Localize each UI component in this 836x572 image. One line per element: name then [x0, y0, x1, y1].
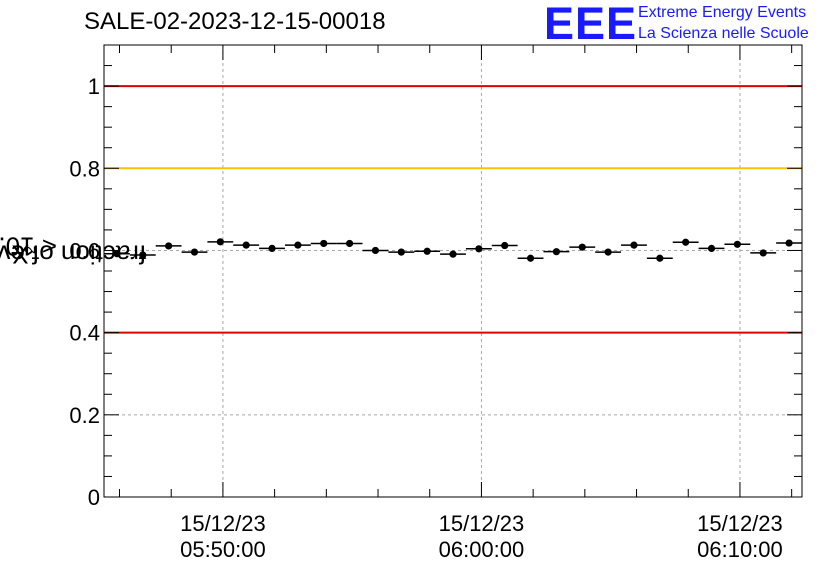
data-point: [621, 241, 647, 249]
data-point: [569, 243, 596, 251]
data-point: [233, 241, 260, 249]
x-tick-date-label: 15/12/23: [439, 511, 525, 536]
point-marker: [165, 242, 173, 250]
point-marker: [371, 246, 380, 255]
y-tick-label: 0.4: [69, 321, 100, 346]
x-tick-time-label: 06:00:00: [439, 537, 525, 562]
data-point: [646, 254, 673, 262]
point-marker: [630, 241, 638, 249]
data-point: [465, 245, 492, 253]
chart-title: SALE-02-2023-12-15-00018: [84, 8, 386, 35]
x-tick-labels: 15/12/2305:50:0015/12/2306:00:0015/12/23…: [180, 511, 783, 562]
point-marker: [552, 248, 561, 256]
y-tick-label: 0.6: [69, 238, 100, 263]
point-marker: [733, 240, 741, 248]
point-marker: [423, 247, 431, 255]
logo-line-1: Extreme Energy Events: [638, 4, 807, 21]
y-tick-labels: 0 0.2 0.4 0.6 0.8 1: [69, 74, 100, 510]
data-point: [284, 241, 311, 249]
x-tick-date-label: 15/12/23: [697, 511, 783, 536]
data-point: [672, 238, 699, 246]
data-point: [155, 242, 182, 250]
data-point: [362, 246, 389, 255]
data-point: [388, 248, 415, 256]
axis-ticks: [104, 45, 802, 498]
data-point: [776, 239, 802, 247]
point-marker: [113, 250, 121, 258]
reference-lines: [104, 85, 802, 334]
point-marker: [656, 254, 664, 262]
logo-line-2: La Scienza nelle Scuole: [638, 25, 809, 42]
data-point: [104, 250, 130, 258]
data-point: [310, 239, 337, 248]
x-tick-time-label: 05:50:00: [180, 537, 266, 562]
point-marker: [707, 244, 716, 252]
point-marker: [759, 249, 767, 257]
y-tick-label: 0.2: [69, 403, 100, 428]
point-marker: [785, 239, 793, 247]
data-point: [440, 250, 466, 258]
point-marker: [604, 248, 612, 256]
eee-logo: EEE Extreme Energy Events La Scienza nel…: [544, 0, 834, 49]
point-marker: [526, 254, 535, 262]
y-tick-label: 1: [88, 74, 100, 99]
point-marker: [320, 239, 328, 248]
data-point: [181, 248, 208, 256]
point-marker: [449, 250, 457, 258]
data-point: [698, 244, 725, 252]
point-marker: [294, 241, 302, 249]
point-marker: [397, 248, 405, 256]
y-tick-label: 0: [88, 485, 100, 510]
point-marker: [216, 238, 224, 246]
point-marker: [268, 244, 276, 252]
plot-frame: [103, 44, 803, 498]
point-marker: [682, 238, 690, 246]
data-point: [491, 241, 518, 250]
data-point: [750, 249, 777, 257]
point-marker: [475, 245, 483, 253]
data-points: [104, 238, 802, 262]
data-point: [259, 244, 285, 252]
x-tick-time-label: 06:10:00: [697, 537, 783, 562]
data-point: [595, 248, 622, 256]
data-point: [543, 248, 570, 256]
point-marker: [139, 251, 147, 259]
data-point: [724, 240, 751, 248]
y-tick-label: 0.8: [69, 156, 100, 181]
data-point: [414, 247, 441, 255]
point-marker: [578, 243, 586, 251]
point-marker: [190, 248, 199, 256]
x-tick-date-label: 15/12/23: [180, 511, 266, 536]
point-marker: [242, 241, 250, 249]
eee-logo-mark: EEE: [544, 0, 638, 49]
data-point: [517, 254, 544, 262]
data-point: [336, 239, 363, 248]
point-marker: [501, 241, 509, 250]
data-point: [207, 238, 234, 246]
point-marker: [345, 239, 354, 248]
grid-lines: [104, 45, 802, 497]
data-point: [129, 251, 156, 259]
